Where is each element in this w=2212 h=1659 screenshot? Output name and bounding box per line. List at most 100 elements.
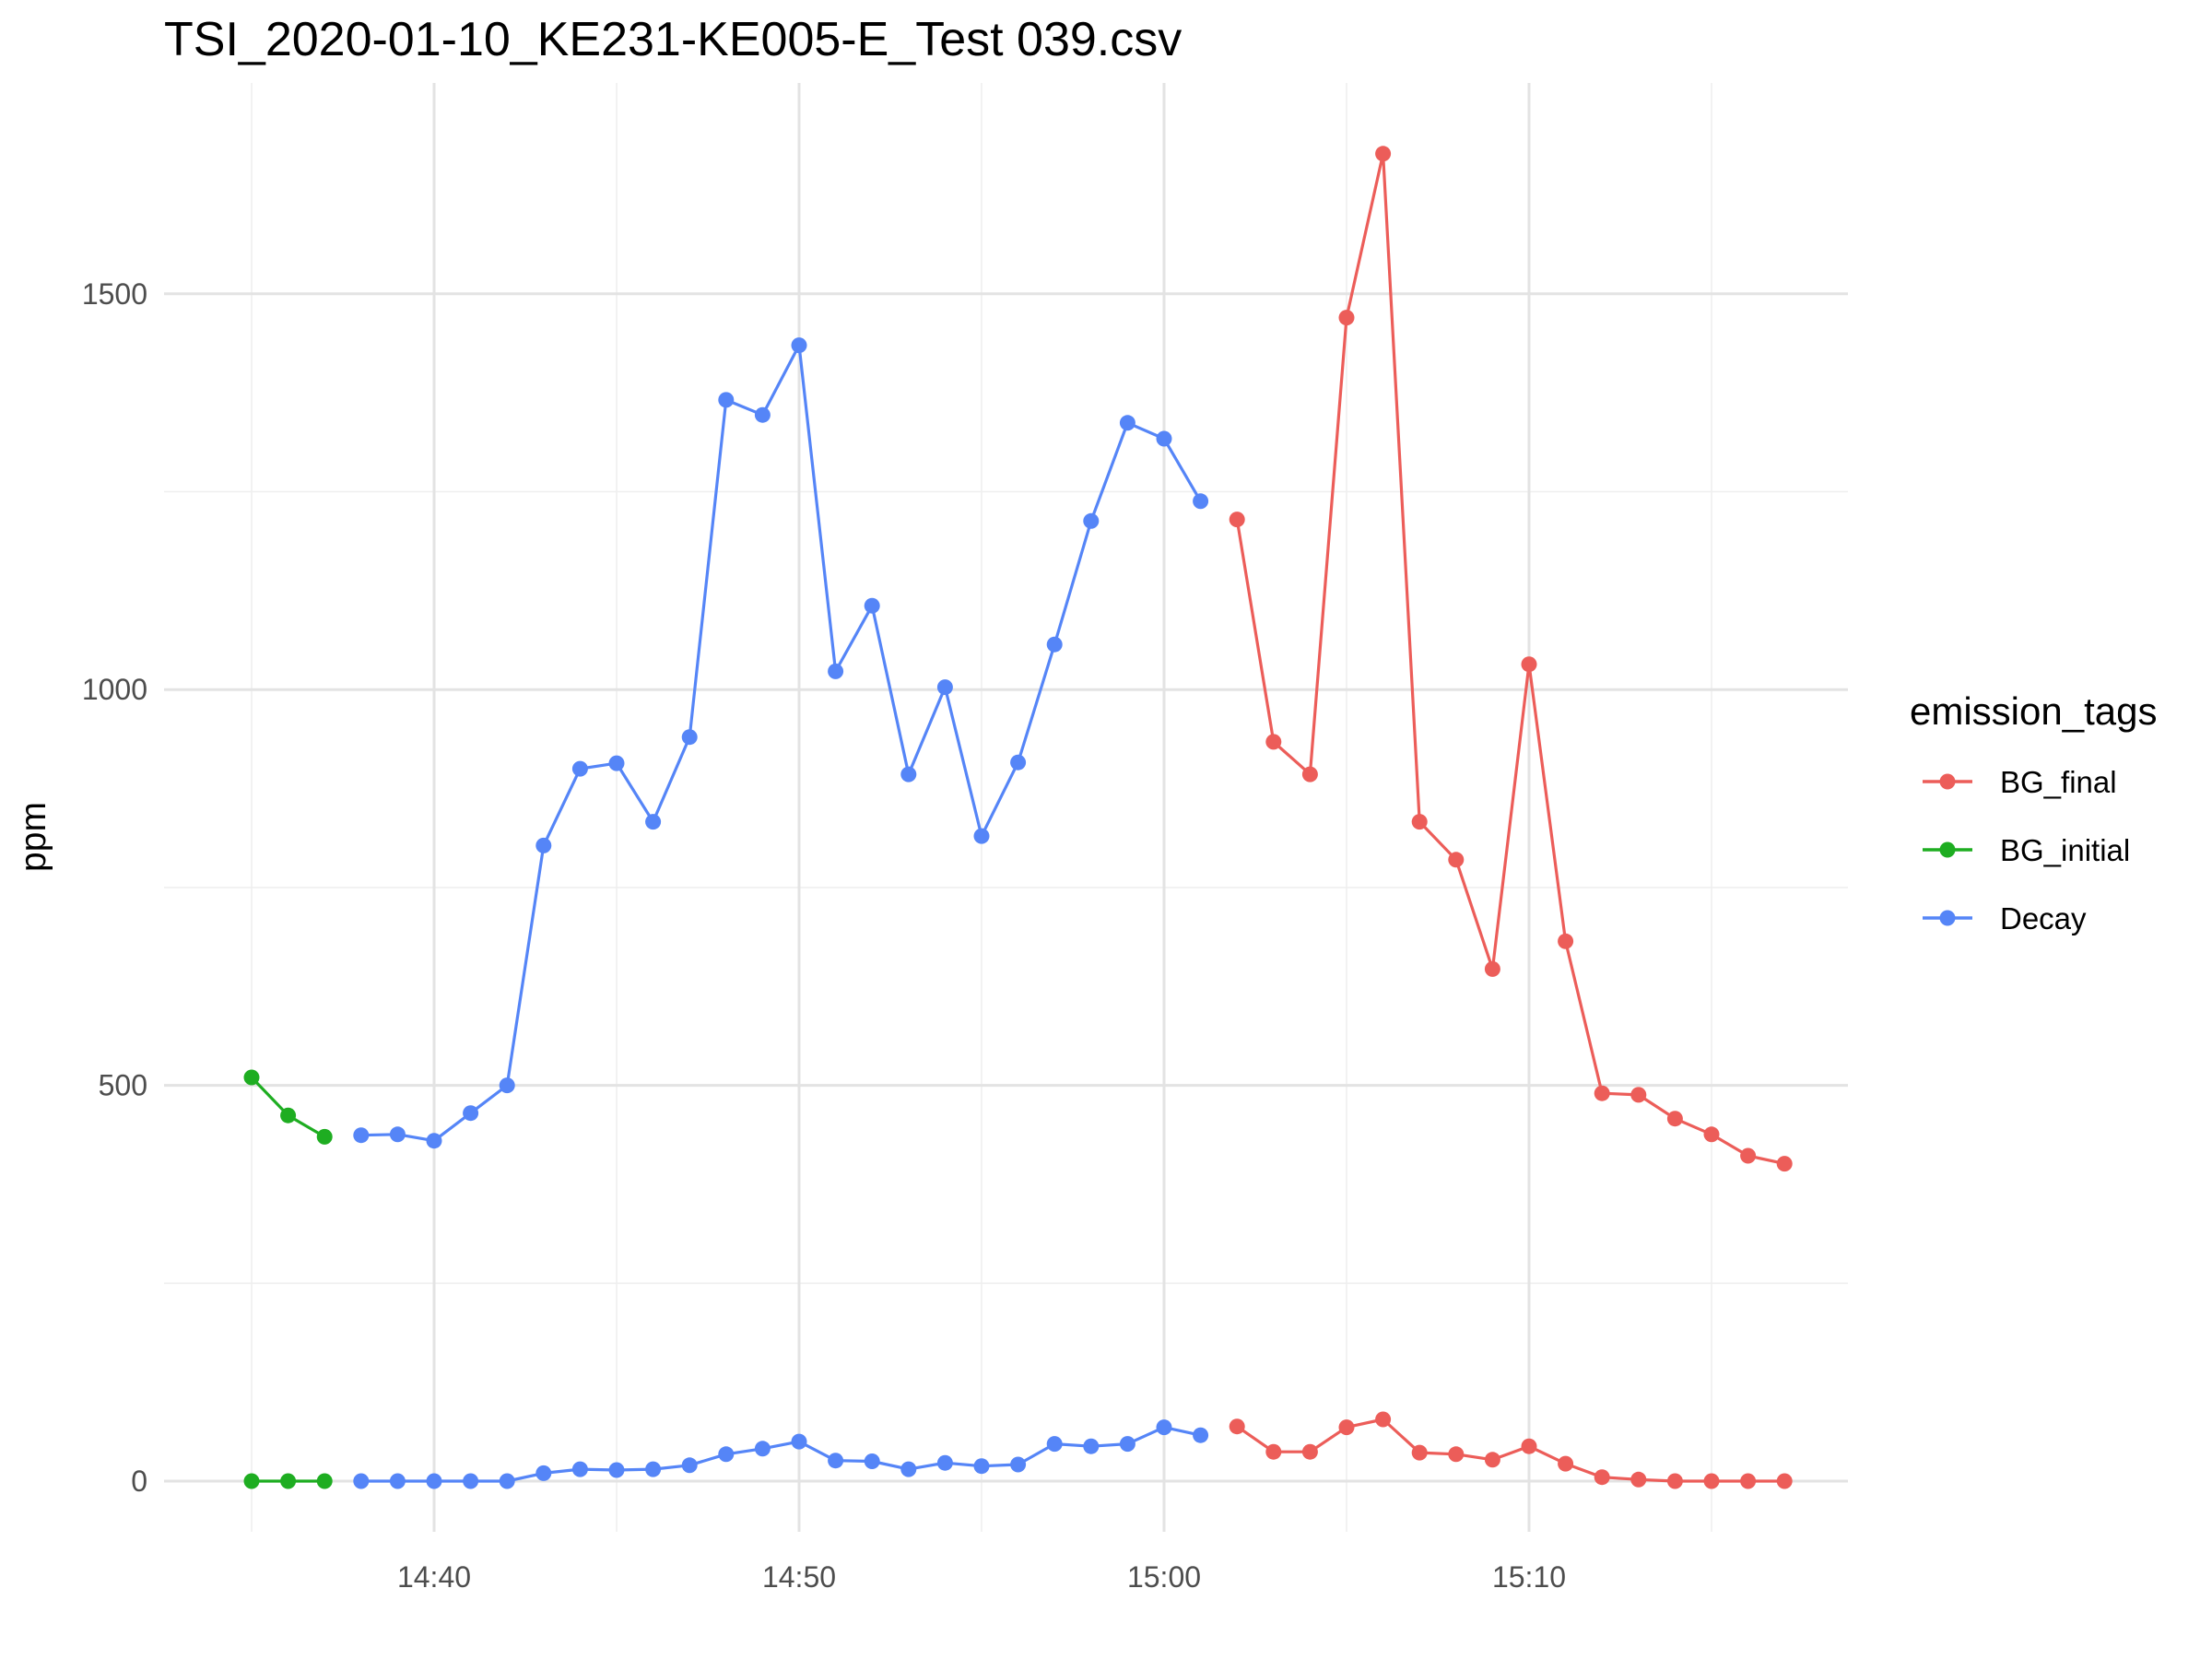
data-point [1375,146,1392,162]
data-point [828,663,844,679]
data-point [499,1473,515,1489]
y-tick-label: 1000 [82,673,147,706]
data-point [1594,1085,1610,1101]
data-point [1666,1473,1683,1489]
data-point [1375,1411,1392,1428]
data-point [645,1461,662,1477]
series-line [1235,152,1785,1166]
data-point [791,337,807,354]
series-line [360,344,1202,1143]
legend-title: emission_tags [1910,689,2157,733]
data-point [1301,1443,1318,1460]
data-point [900,1461,917,1477]
data-point [1448,852,1465,868]
legend-item: BG_final [1923,765,2117,799]
legend: emission_tags BG_final BG_initial Decay [1910,689,2157,935]
data-point [280,1107,297,1124]
series-line [360,1425,1201,1483]
data-point [936,679,953,696]
data-point [316,1128,333,1145]
x-tick-label: 14:50 [762,1560,836,1594]
y-axis-ticks: 0 500 1000 1500 [82,277,147,1498]
data-point [1010,1456,1027,1473]
data-point [1776,1473,1793,1489]
data-point [1448,1446,1465,1463]
legend-items: BG_final BG_initial Decay [1923,765,2130,935]
data-point [1558,933,1574,949]
legend-item: BG_initial [1923,833,2130,867]
series [243,146,1793,1489]
y-tick-label: 1500 [82,277,147,311]
data-point [791,1433,807,1450]
data-point [1010,754,1027,771]
y-tick-label: 500 [99,1069,147,1102]
data-point [645,814,662,830]
data-point [754,406,771,423]
data-point [864,1453,880,1469]
data-point [1411,1444,1428,1461]
data-point [1630,1471,1647,1488]
data-point [1521,1438,1537,1454]
data-point [828,1453,844,1469]
data-point [864,597,880,614]
legend-label: Decay [2000,901,2087,935]
data-point [243,1473,260,1489]
data-point [389,1473,406,1489]
data-point [463,1105,479,1122]
data-point [1558,1455,1574,1472]
legend-swatch-point [1939,841,1956,858]
data-point [718,392,735,408]
data-point [900,766,917,782]
x-axis-ticks: 14:40 14:50 15:00 15:10 [397,1560,1566,1594]
series-bg-initial [243,1069,333,1489]
data-point [1193,1427,1209,1443]
data-point [1119,415,1135,431]
data-point [353,1473,370,1489]
data-point [499,1077,515,1094]
data-point [1703,1473,1720,1489]
data-point [1229,1418,1245,1435]
data-point [973,1458,990,1475]
series-line [1236,1418,1785,1483]
legend-item: Decay [1923,901,2087,935]
chart-title: TSI_2020-01-10_KE231-KE005-E_Test 039.cs… [164,13,1182,66]
data-point [1193,493,1209,510]
data-point [681,729,698,746]
data-point [1740,1147,1757,1164]
grid [164,83,1848,1532]
data-point [571,760,588,777]
data-point [426,1473,442,1489]
data-point [681,1457,698,1474]
data-point [1484,960,1500,977]
legend-label: BG_initial [2000,833,2130,867]
data-point [1411,814,1428,830]
data-point [535,837,552,853]
data-point [754,1441,771,1457]
data-point [1156,430,1172,447]
data-point [1265,1443,1282,1460]
data-point [608,1462,625,1478]
data-point [1046,636,1063,653]
legend-swatch-point [1939,910,1956,926]
data-point [389,1126,406,1143]
data-point [463,1473,479,1489]
x-tick-label: 15:10 [1492,1560,1566,1594]
legend-swatch-point [1939,773,1956,790]
data-point [718,1446,735,1463]
data-point [1521,656,1537,673]
x-tick-label: 15:00 [1127,1560,1201,1594]
series-decay [353,337,1209,1489]
data-point [243,1069,260,1086]
data-point [280,1473,297,1489]
data-point [1083,512,1100,529]
data-point [608,755,625,771]
data-point [1265,734,1282,750]
data-point [1156,1419,1172,1436]
x-tick-label: 14:40 [397,1560,471,1594]
data-point [1229,512,1245,528]
data-point [1703,1126,1720,1143]
y-tick-label: 0 [131,1465,147,1498]
data-point [1083,1438,1100,1454]
